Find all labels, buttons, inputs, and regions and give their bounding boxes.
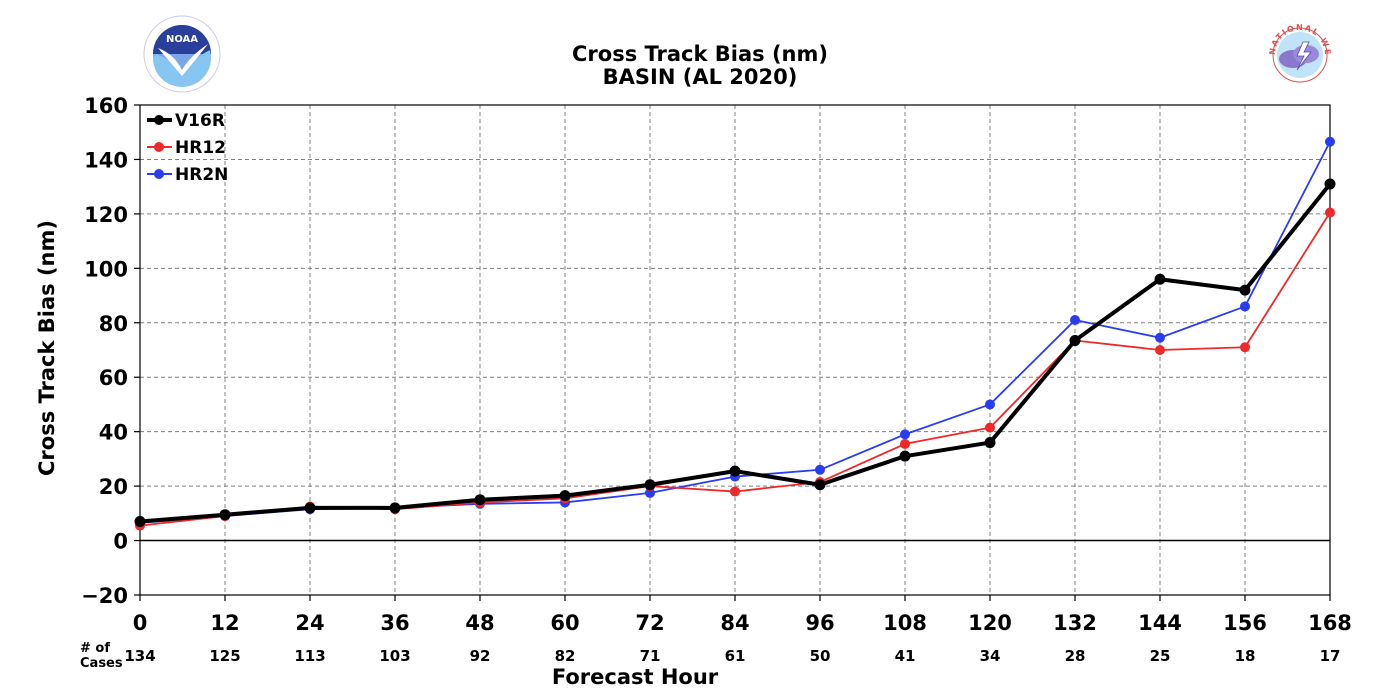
case-count: 113 — [294, 647, 325, 665]
x-tick-label: 0 — [133, 611, 148, 635]
data-point-v16r — [219, 509, 231, 521]
data-point-hr12 — [1325, 207, 1335, 218]
x-tick-label: 24 — [295, 611, 324, 635]
y-tick-label: 120 — [84, 203, 128, 227]
national-weather-service-logo-icon: NATIONAL WEATHER SERVICE — [1259, 14, 1331, 83]
case-count: 61 — [725, 647, 746, 665]
x-tick-label: 156 — [1223, 611, 1267, 635]
x-tick-label: 144 — [1138, 611, 1182, 635]
case-count: 134 — [124, 647, 155, 665]
cases-label: # of — [80, 641, 110, 656]
data-point-v16r — [644, 479, 656, 491]
data-point-v16r — [729, 465, 741, 477]
x-tick-label: 60 — [550, 611, 579, 635]
legend-marker-hr12 — [154, 142, 164, 152]
x-tick-label: 36 — [380, 611, 409, 635]
x-tick-label: 84 — [720, 611, 749, 635]
y-tick-label: 0 — [113, 530, 128, 554]
data-point-hr2n — [1155, 332, 1165, 343]
data-point-v16r — [304, 502, 316, 514]
y-tick-label: 160 — [84, 94, 128, 118]
legend-label-hr12: HR12 — [175, 138, 226, 158]
case-count: 34 — [980, 647, 1001, 665]
data-point-v16r — [1324, 178, 1336, 190]
data-point-v16r — [389, 502, 401, 514]
data-point-hr2n — [1070, 315, 1080, 326]
data-point-hr2n — [985, 399, 995, 410]
case-count: 103 — [379, 647, 410, 665]
y-tick-label: −20 — [81, 584, 128, 608]
case-count: 50 — [810, 647, 831, 665]
data-point-hr2n — [1325, 136, 1335, 147]
x-tick-label: 132 — [1053, 611, 1097, 635]
svg-text:NOAA: NOAA — [166, 34, 198, 45]
y-axis-label: Cross Track Bias (nm) — [35, 220, 59, 476]
x-tick-label: 108 — [883, 611, 927, 635]
x-tick-label: 120 — [968, 611, 1012, 635]
data-point-hr2n — [900, 429, 910, 440]
data-point-hr12 — [730, 486, 740, 497]
case-count: 92 — [470, 647, 491, 665]
case-count: 18 — [1235, 647, 1256, 665]
y-tick-label: 20 — [99, 475, 128, 499]
case-count: 17 — [1320, 647, 1341, 665]
data-point-hr12 — [1240, 342, 1250, 353]
cases-label: Cases — [80, 656, 123, 671]
data-point-v16r — [559, 490, 571, 502]
legend-label-hr2n: HR2N — [175, 165, 228, 185]
data-point-hr12 — [900, 438, 910, 449]
y-tick-label: 40 — [99, 421, 128, 445]
data-point-hr2n — [1240, 301, 1250, 312]
x-tick-label: 12 — [210, 611, 239, 635]
data-point-hr2n — [815, 464, 825, 475]
legend-label-v16r: V16R — [175, 111, 225, 131]
data-point-hr12 — [1155, 345, 1165, 355]
noaa-logo-icon: NOAA — [143, 15, 221, 93]
case-count: 71 — [640, 647, 661, 665]
data-point-v16r — [1239, 284, 1251, 296]
data-point-v16r — [1069, 334, 1081, 346]
data-point-v16r — [814, 479, 826, 491]
y-tick-label: 80 — [99, 312, 128, 336]
x-tick-label: 168 — [1308, 611, 1352, 635]
x-axis-label: Forecast Hour — [552, 665, 719, 689]
x-tick-label: 96 — [805, 611, 834, 635]
data-point-v16r — [899, 450, 911, 462]
chart-subtitle: BASIN (AL 2020) — [602, 65, 798, 89]
case-count: 41 — [895, 647, 916, 665]
y-tick-label: 100 — [84, 257, 128, 281]
case-count: 82 — [555, 647, 576, 665]
case-count: 125 — [209, 647, 240, 665]
legend-marker-hr2n — [154, 169, 164, 179]
case-count: 28 — [1065, 647, 1086, 665]
data-point-v16r — [984, 437, 996, 449]
chart-title: Cross Track Bias (nm) — [572, 42, 828, 66]
case-count: 25 — [1150, 647, 1171, 665]
y-tick-label: 140 — [84, 148, 128, 172]
legend-marker-v16r — [154, 115, 164, 125]
data-point-hr12 — [985, 422, 995, 433]
y-tick-label: 60 — [99, 366, 128, 390]
data-point-v16r — [474, 494, 486, 506]
x-tick-label: 48 — [465, 611, 494, 635]
x-tick-label: 72 — [635, 611, 664, 635]
data-point-v16r — [134, 516, 146, 527]
data-point-v16r — [1154, 273, 1166, 285]
